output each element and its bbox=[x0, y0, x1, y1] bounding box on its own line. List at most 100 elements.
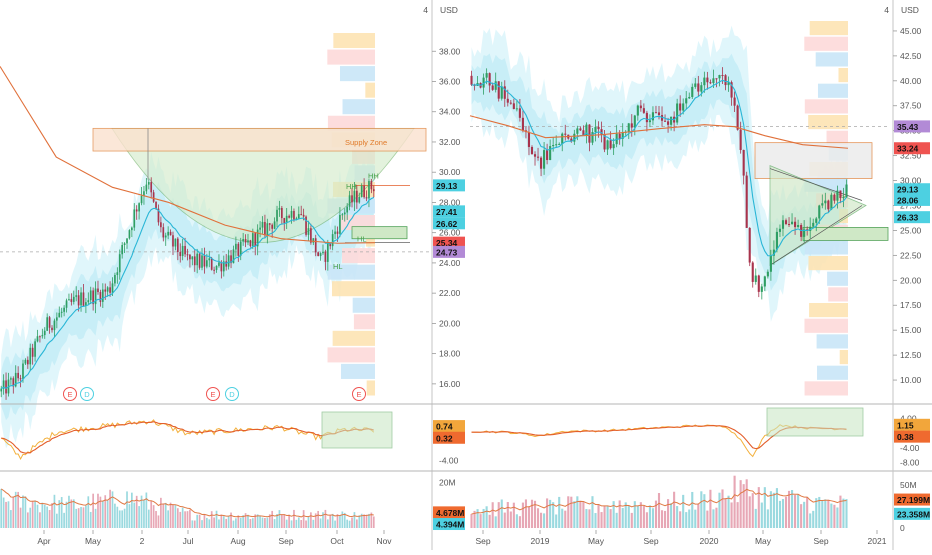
event-marker bbox=[225, 387, 239, 401]
left-price-tag: 27.41 bbox=[436, 207, 458, 217]
right-candle-body bbox=[700, 85, 703, 92]
left-candle-body bbox=[89, 290, 92, 301]
right-vol-tag-bg bbox=[894, 493, 930, 506]
left-volume-bar bbox=[5, 501, 7, 528]
left-candle-body bbox=[307, 228, 310, 235]
left-candle-body bbox=[276, 209, 278, 222]
left-volume-bar bbox=[283, 514, 286, 528]
right-candle-body bbox=[833, 194, 836, 201]
event-marker-label: D bbox=[84, 390, 90, 399]
left-candle-body bbox=[48, 317, 51, 328]
right-vp-bar bbox=[809, 303, 848, 318]
left-candle-body bbox=[222, 261, 225, 272]
right-candle-body bbox=[757, 275, 760, 292]
right-volume-bar bbox=[727, 495, 730, 528]
event-marker bbox=[80, 387, 94, 401]
right-price-tick: 10.00 bbox=[900, 375, 922, 385]
left-candle-body bbox=[51, 327, 53, 331]
right-candle-body bbox=[679, 103, 682, 111]
left-candle-body bbox=[285, 215, 288, 224]
left-candle-body bbox=[300, 214, 303, 216]
left-candle-body bbox=[254, 233, 257, 247]
left-volume-bar bbox=[94, 508, 97, 528]
right-volume-ma bbox=[471, 488, 847, 515]
left-vol-tag: 4.678M bbox=[436, 508, 464, 518]
left-volume-bar bbox=[358, 515, 361, 528]
right-candle-body bbox=[769, 255, 772, 272]
right-candle-body bbox=[766, 271, 769, 277]
left-candle-body bbox=[140, 195, 143, 204]
left-candle-body bbox=[97, 288, 99, 293]
left-vp-bar bbox=[327, 264, 375, 280]
left-candle-body bbox=[22, 363, 24, 379]
right-candle-body bbox=[500, 86, 503, 99]
left-candle-body bbox=[118, 254, 121, 273]
right-price-tick: 32.50 bbox=[900, 151, 922, 161]
left-volume-bar bbox=[230, 512, 232, 528]
right-volume-bar bbox=[830, 503, 833, 528]
left-volume-bar bbox=[285, 519, 288, 528]
right-vol-tick: 0 bbox=[900, 523, 905, 533]
right-vol-tag-bg bbox=[894, 507, 930, 520]
right-volume-bar bbox=[627, 506, 630, 528]
left-volume-bar bbox=[210, 511, 213, 528]
right-candle-body bbox=[778, 228, 782, 232]
right-volume-bar bbox=[609, 509, 612, 528]
right-candle-body bbox=[636, 105, 639, 116]
left-candle-body bbox=[230, 255, 232, 264]
left-volume-bar bbox=[24, 496, 27, 528]
left-candle-body bbox=[109, 287, 111, 293]
left-candle-body bbox=[220, 262, 223, 272]
left-candle-body bbox=[210, 258, 213, 270]
right-candle-body bbox=[667, 121, 670, 125]
left-osc-highlight-box bbox=[321, 411, 393, 449]
right-candle-body bbox=[621, 132, 624, 139]
right-candle-body bbox=[549, 146, 552, 161]
left-time-label: Jul bbox=[183, 536, 194, 546]
left-volume-bar bbox=[225, 518, 228, 528]
left-volume-bar bbox=[17, 491, 19, 528]
left-volume-bar bbox=[116, 506, 119, 528]
right-price-tag: 35.43 bbox=[897, 122, 919, 132]
left-volume-bar bbox=[232, 520, 235, 528]
right-candle-body bbox=[518, 108, 521, 118]
left-volume-bar bbox=[341, 511, 344, 528]
right-price-tick: 25.00 bbox=[900, 225, 922, 235]
right-volume-bar bbox=[540, 512, 543, 528]
left-vp-bar bbox=[339, 66, 375, 82]
left-candle-body bbox=[331, 234, 334, 247]
right-candle-body bbox=[533, 154, 537, 157]
left-candle-body bbox=[247, 240, 249, 243]
left-volume-bar bbox=[261, 517, 264, 528]
left-volume-bar bbox=[314, 513, 317, 528]
left-candle-body bbox=[268, 223, 271, 225]
right-volume-bar bbox=[624, 502, 627, 528]
right-candle-body bbox=[721, 75, 724, 77]
right-candle-body bbox=[794, 221, 797, 228]
right-candle-body bbox=[627, 123, 630, 132]
right-volume-bar bbox=[821, 500, 824, 528]
right-volume-bar bbox=[579, 500, 582, 528]
left-candle-body bbox=[24, 359, 27, 364]
right-vp-bar bbox=[804, 318, 848, 333]
right-candle-body bbox=[815, 218, 818, 223]
right-candle-body bbox=[582, 130, 585, 136]
left-candle-body bbox=[288, 215, 290, 218]
left-price-tick: 24.00 bbox=[439, 258, 461, 268]
left-candle-body bbox=[203, 255, 206, 267]
right-candle-body bbox=[830, 194, 833, 210]
left-volume-bar bbox=[244, 513, 247, 528]
left-volume-bar bbox=[140, 495, 143, 528]
right-vp-bar bbox=[804, 36, 848, 51]
right-volume-bar bbox=[775, 488, 778, 528]
event-marker-label: E bbox=[67, 390, 72, 399]
left-candle-body bbox=[206, 260, 208, 267]
right-volume-bar bbox=[479, 514, 482, 528]
left-ma-fast bbox=[0, 196, 375, 390]
left-candle-body bbox=[334, 231, 336, 235]
left-candle-body bbox=[261, 221, 264, 228]
left-price-tick: 16.00 bbox=[439, 379, 461, 389]
right-vp-bar bbox=[804, 240, 848, 255]
